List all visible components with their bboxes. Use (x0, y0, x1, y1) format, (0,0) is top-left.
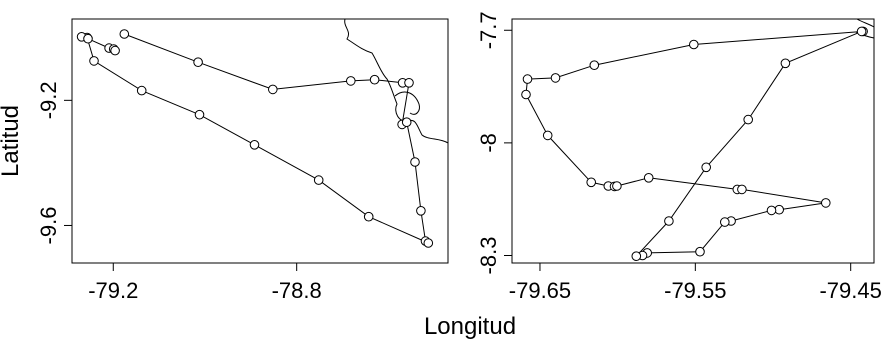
data-point (521, 89, 531, 100)
data-point (416, 206, 426, 216)
left-panel: -79.2 -78.8 -9.2 -9.6 (36, 18, 449, 303)
data-point (766, 205, 777, 216)
data-point (737, 184, 747, 195)
data-point (643, 173, 654, 183)
track-line (525, 30, 864, 257)
right-y-axis: -7.7 -8 -8.3 (476, 11, 512, 274)
right-plot-frame (511, 18, 875, 264)
data-point (89, 56, 99, 66)
data-point (404, 78, 414, 88)
x-tick-label: -79.55 (664, 278, 726, 303)
data-point (589, 60, 600, 70)
data-point (780, 58, 791, 69)
y-tick-label: -9.6 (36, 207, 61, 245)
x-tick-label: -78.8 (272, 278, 322, 303)
data-point (193, 57, 203, 68)
y-tick-label: -8 (476, 133, 501, 153)
y-tick-label: -8.3 (476, 237, 501, 275)
y-tick-label: -7.7 (476, 11, 501, 49)
data-point (110, 45, 120, 56)
left-y-axis: -9.2 -9.6 (36, 81, 72, 244)
data-point (856, 26, 867, 37)
data-point (268, 84, 278, 95)
data-point (136, 85, 147, 96)
data-point (631, 251, 642, 262)
data-point (689, 39, 699, 50)
left-x-axis: -79.2 -78.8 (88, 263, 322, 303)
data-point (720, 217, 730, 227)
data-point (410, 157, 420, 167)
right-panel: -79.65 -79.55 -79.45 -7.7 -8 -8.3 (476, 11, 882, 303)
data-point (423, 238, 434, 248)
data-point (194, 109, 205, 120)
data-point (249, 140, 260, 150)
data-point (612, 181, 622, 191)
left-plot-frame (71, 18, 449, 264)
data-point (695, 246, 705, 257)
data-point (701, 162, 712, 173)
data-point (522, 74, 533, 84)
data-point (363, 211, 374, 222)
y-tick-label: -9.2 (36, 81, 61, 119)
data-point (586, 177, 597, 188)
data-point (401, 117, 412, 127)
x-tick-label: -79.2 (88, 278, 138, 303)
x-axis-title: Longitud (424, 313, 516, 340)
track-line (81, 33, 429, 244)
data-point (119, 29, 130, 39)
data-point (743, 114, 754, 125)
right-x-axis: -79.65 -79.55 -79.45 (509, 263, 882, 303)
data-point (346, 76, 356, 86)
x-tick-label: -79.45 (819, 278, 881, 303)
coastline (344, 18, 449, 144)
data-point (550, 73, 561, 83)
x-tick-label: -79.65 (509, 278, 571, 303)
data-point (542, 130, 553, 141)
coastline-inlet (394, 91, 420, 115)
right-track-series (521, 26, 868, 262)
data-point (313, 175, 324, 185)
y-axis-title: Latitud (0, 105, 24, 177)
data-point (664, 216, 674, 226)
data-point (821, 198, 831, 208)
data-point (83, 33, 93, 44)
left-track-series (76, 29, 434, 248)
data-point (369, 74, 380, 85)
